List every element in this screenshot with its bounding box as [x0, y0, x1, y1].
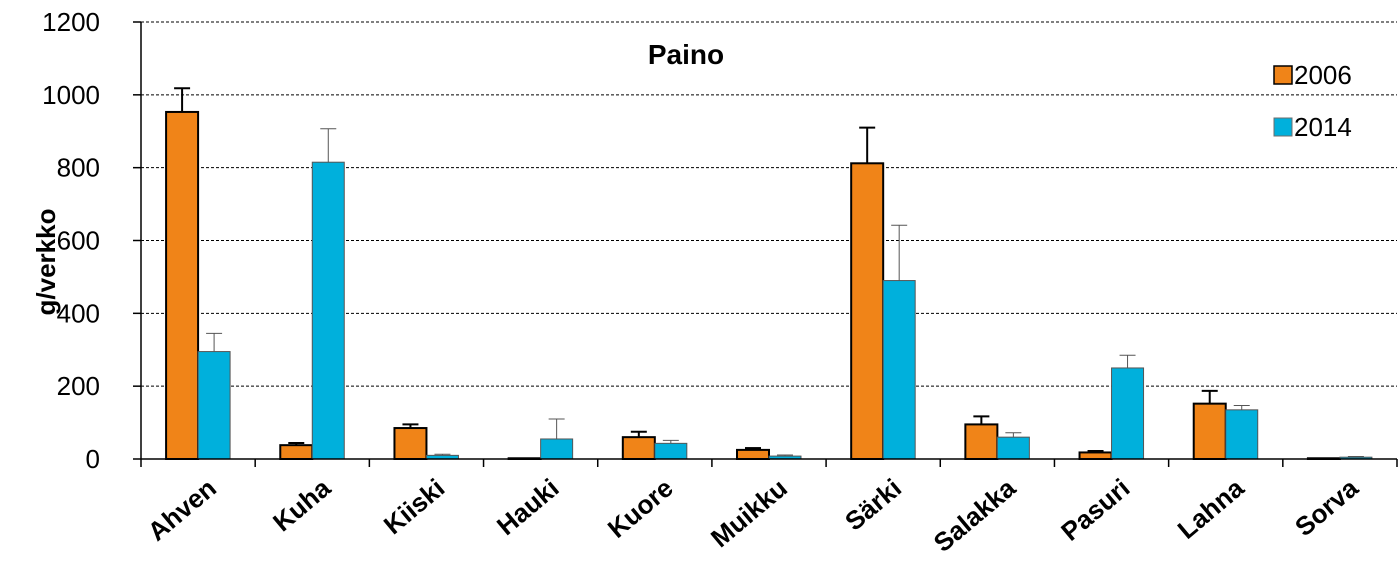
- bar-2014-kuore: [654, 442, 688, 460]
- bar-2014-ahven: [197, 351, 231, 460]
- y-tick-label: 0: [86, 444, 100, 474]
- bar-2014-särki: [882, 280, 916, 460]
- legend-label-2014: 2014: [1294, 112, 1352, 142]
- x-tick-label-ahven: Ahven: [142, 473, 222, 547]
- x-tick-label-kuha: Kuha: [267, 472, 336, 537]
- bar-2014-hauki: [540, 438, 574, 460]
- bar-2014-salakka: [996, 436, 1030, 460]
- y-tick-label: 1200: [42, 7, 100, 37]
- y-tick-labels: 0 200 400 600 800 1000 1200: [42, 7, 100, 474]
- x-tick-label-muikku: Muikku: [705, 473, 793, 554]
- gridlines: [141, 21, 1397, 387]
- bar-2006-muikku: [736, 448, 770, 461]
- bar-2006-ahven: [165, 110, 200, 461]
- bar-2006-pasuri: [1078, 451, 1113, 461]
- legend-swatch-2014: [1273, 117, 1293, 137]
- bar-2006-kuore: [621, 436, 656, 460]
- x-tick-label-kuore: Kuore: [602, 473, 679, 544]
- y-axis-label: g/verkko: [31, 209, 61, 316]
- x-tick-label-salakka: Salakka: [928, 472, 1022, 558]
- y-tick-label: 800: [57, 153, 100, 183]
- axes: [133, 21, 1398, 467]
- y-tick-label: 200: [57, 371, 100, 401]
- legend-swatch-2006: [1273, 65, 1293, 85]
- legend-label-2006: 2006: [1294, 60, 1352, 90]
- legend: 2006 2014: [1273, 60, 1352, 142]
- x-tick-label-sorva: Sorva: [1289, 472, 1364, 542]
- y-tick-label: 1000: [42, 80, 100, 110]
- bar-2014-pasuri: [1111, 367, 1145, 460]
- x-tick-label-särki: Särki: [839, 473, 907, 537]
- bar-2006-lahna: [1192, 402, 1227, 460]
- bar-2006-särki: [850, 162, 885, 460]
- y-tick-label: 400: [57, 298, 100, 328]
- x-tick-label-pasuri: Pasuri: [1055, 473, 1135, 547]
- bar-2006-salakka: [964, 423, 999, 461]
- y-tick-label: 600: [57, 226, 100, 256]
- x-tick-label-lahna: Lahna: [1172, 472, 1250, 545]
- bar-2014-kuha: [311, 161, 345, 460]
- error-bars: [174, 87, 1364, 458]
- bar-2006-kuha: [279, 444, 314, 460]
- x-tick-label-hauki: Hauki: [491, 473, 565, 541]
- x-tick-labels: Ahven Kuha Kiiski Hauki Kuore Muikku Särki Sala…: [142, 472, 1364, 558]
- x-tick-label-kiiski: Kiiski: [378, 473, 450, 541]
- bars: [165, 110, 1373, 461]
- bar-2014-lahna: [1225, 409, 1259, 460]
- chart-title: Paino: [648, 39, 724, 70]
- bar-2006-kiiski: [393, 427, 428, 461]
